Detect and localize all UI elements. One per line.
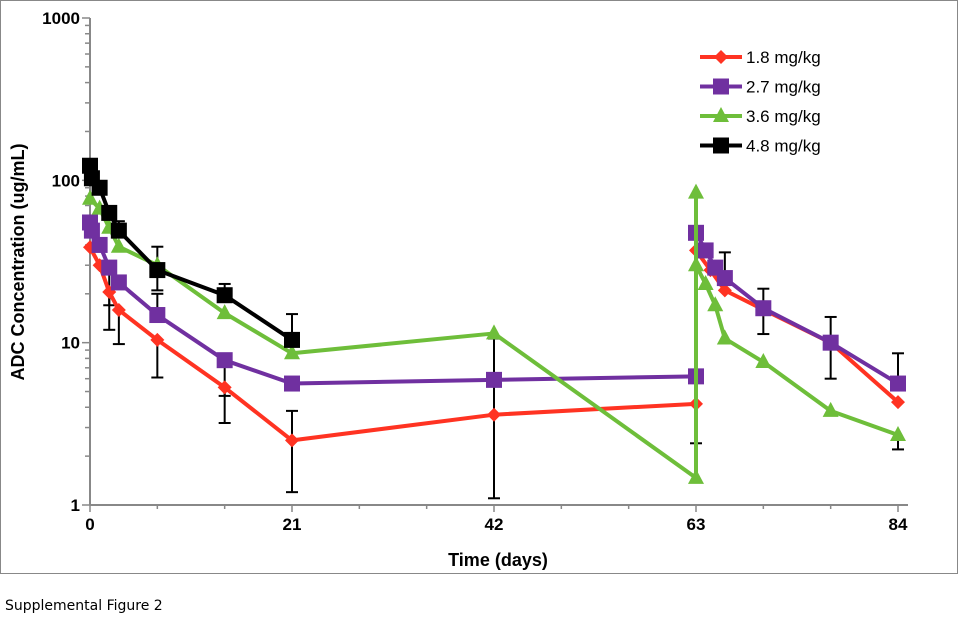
legend-item: 1.8 mg/kg: [700, 48, 821, 67]
data-point-triangle: [486, 324, 502, 340]
data-point-triangle: [216, 304, 233, 320]
legend-item: 4.8 mg/kg: [700, 137, 821, 156]
legend-item: 2.7 mg/kg: [700, 78, 821, 97]
data-point-square: [101, 204, 118, 221]
chart-border: [0, 0, 958, 574]
data-point-square: [91, 179, 108, 196]
y-tick-label: 1000: [42, 9, 80, 28]
data-point-triangle: [688, 256, 704, 272]
data-point-diamond: [714, 50, 728, 64]
data-point-square: [91, 236, 108, 253]
series-4-8-mg-kg: [82, 157, 300, 348]
data-point-triangle: [110, 237, 127, 253]
data-point-triangle: [697, 274, 714, 290]
data-point-square: [216, 287, 233, 304]
series-2-7-mg-kg: [82, 214, 906, 392]
data-point-triangle: [82, 189, 98, 205]
x-tick-label: 21: [283, 515, 302, 534]
figure-caption: Supplemental Figure 2: [5, 598, 163, 614]
y-tick-label: 10: [61, 334, 80, 353]
data-point-triangle: [284, 344, 300, 360]
data-point-square: [486, 371, 502, 388]
data-point-square: [284, 375, 300, 392]
legend: 1.8 mg/kg 2.7 mg/kg 3.6 mg/kg 4.8 mg/kg: [700, 48, 821, 156]
data-point-diamond: [150, 332, 165, 347]
y-axis-label: ADC Concentration (ug/mL): [8, 144, 28, 381]
data-point-triangle: [822, 401, 839, 417]
legend-label: 4.8 mg/kg: [746, 137, 821, 156]
legend-label: 1.8 mg/kg: [746, 48, 821, 67]
data-point-triangle: [713, 107, 729, 122]
data-point-square: [149, 307, 166, 324]
data-point-square: [110, 222, 127, 239]
data-point-square: [713, 137, 729, 154]
legend-label: 2.7 mg/kg: [746, 78, 821, 97]
x-tick-label: 0: [85, 515, 94, 534]
data-point-triangle: [707, 296, 724, 312]
data-point-square: [716, 270, 733, 287]
data-point-square: [284, 331, 300, 348]
x-tick-label: 84: [889, 515, 908, 534]
data-point-diamond: [891, 395, 905, 410]
data-point-triangle: [688, 468, 704, 484]
data-point-square: [110, 274, 127, 291]
data-point-triangle: [755, 353, 772, 369]
data-point-diamond: [111, 302, 126, 317]
data-point-square: [697, 242, 714, 259]
data-point-square: [890, 375, 906, 392]
y-tick-label: 1: [71, 496, 80, 515]
legend-label: 3.6 mg/kg: [746, 107, 821, 126]
x-axis-label: Time (days): [448, 550, 548, 570]
x-tick-label: 63: [687, 515, 706, 534]
data-point-diamond: [487, 407, 501, 422]
x-tick-label: 42: [485, 515, 504, 534]
tick-labels: 0 21 42 63 84 1 10 100 1000: [42, 9, 908, 534]
data-point-triangle: [890, 425, 906, 441]
data-point-triangle: [716, 329, 733, 345]
data-point-square: [713, 78, 729, 95]
legend-item: 3.6 mg/kg: [700, 107, 821, 126]
series-layer: [82, 157, 906, 484]
y-tick-label: 100: [52, 171, 80, 190]
data-point-triangle: [688, 183, 704, 199]
data-point-diamond: [717, 283, 732, 298]
data-point-diamond: [217, 380, 232, 395]
data-point-square: [216, 352, 233, 369]
data-point-square: [755, 300, 772, 317]
data-point-square: [101, 259, 118, 276]
data-point-square: [822, 334, 839, 351]
data-point-square: [82, 157, 98, 174]
data-point-diamond: [285, 433, 299, 448]
data-point-square: [149, 262, 166, 279]
data-point-square: [83, 222, 100, 239]
